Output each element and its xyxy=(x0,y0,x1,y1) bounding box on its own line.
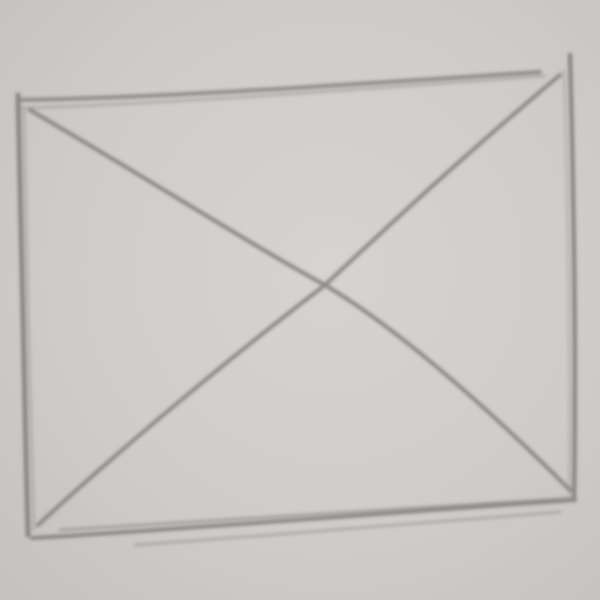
rectangle-right-edge xyxy=(567,52,578,503)
rectangle-top-edge xyxy=(16,70,542,102)
rectangle-bottom-edge-retrace-2 xyxy=(133,510,562,547)
diagonal-topleft-to-bottomright xyxy=(28,108,572,492)
rectangle-bottom-edge-retrace xyxy=(58,496,574,532)
rectangle-right-edge-retrace xyxy=(563,69,571,496)
rectangle-bottom-edge xyxy=(30,498,577,540)
rectangle-top-edge-retrace xyxy=(20,74,547,110)
rectangle-left-edge-retrace xyxy=(22,108,36,532)
rectangle-left-edge xyxy=(15,92,31,538)
diagonal-topright-to-bottomleft xyxy=(36,73,562,527)
